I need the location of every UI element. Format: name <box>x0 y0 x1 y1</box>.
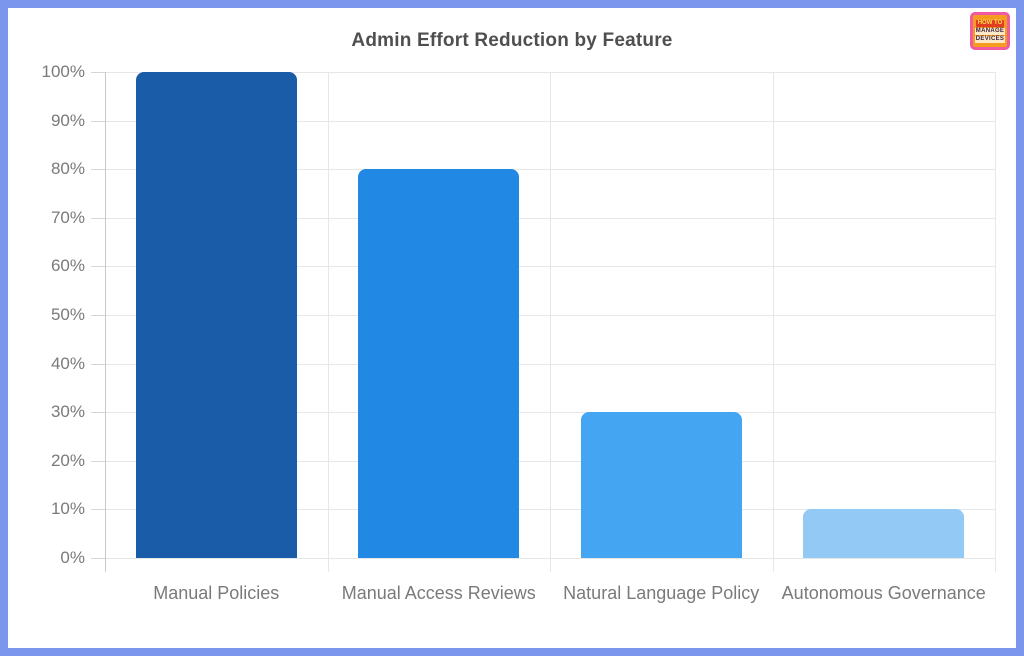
y-axis-line <box>105 72 106 572</box>
x-axis-label-manual-policies: Manual Policies <box>153 583 280 603</box>
y-tick-90% <box>91 120 105 122</box>
y-axis-label-100%: 100% <box>41 62 85 81</box>
x-axis-label-natural-language-policy: Natural Language Policy <box>563 583 760 603</box>
y-tick-30% <box>91 412 105 414</box>
y-tick-100% <box>91 72 105 73</box>
y-tick-10% <box>91 509 105 511</box>
y-axis-label-70%: 70% <box>50 207 85 227</box>
y-axis-label-0%: 0% <box>60 548 85 567</box>
y-axis-label-90%: 90% <box>50 110 85 130</box>
y-tick-40% <box>91 363 105 365</box>
plot-area <box>105 72 996 572</box>
gridline-v-1 <box>327 72 329 572</box>
x-axis-label-manual-access-reviews: Manual Access Reviews <box>341 583 536 603</box>
bar-manual-access-reviews <box>358 169 520 558</box>
y-tick-80% <box>91 169 105 171</box>
y-axis-label-30%: 30% <box>50 402 85 422</box>
bar-manual-policies <box>135 72 297 558</box>
y-axis-label-60%: 60% <box>50 256 85 276</box>
bar-natural-language-policy <box>580 412 742 558</box>
y-axis-label-40%: 40% <box>50 353 85 373</box>
how-to-manage-devices-logo: HOW TO MANAGE DEVICES <box>970 12 1010 50</box>
y-tick-50% <box>91 315 105 316</box>
y-tick-60% <box>91 266 105 268</box>
y-axis-label-80%: 80% <box>50 159 85 179</box>
y-axis-label-10%: 10% <box>50 499 85 519</box>
logo-manage-text: MANAGE <box>974 27 1006 35</box>
y-axis-label-20%: 20% <box>50 450 85 470</box>
chart-canvas: Admin Effort Reduction by Feature HOW TO… <box>8 8 1016 648</box>
y-axis-label-50%: 50% <box>50 305 85 324</box>
x-axis-label-autonomous-governance: Autonomous Governance <box>781 583 986 603</box>
gridline-v-4 <box>995 72 996 572</box>
y-tick-70% <box>91 217 105 219</box>
gridline-v-2 <box>550 72 551 572</box>
logo-how-to-text: HOW TO <box>975 19 1005 27</box>
gridline-v-3 <box>772 72 774 572</box>
bar-autonomous-governance <box>803 509 965 558</box>
logo-devices-text: DEVICES <box>974 35 1006 43</box>
chart-title: Admin Effort Reduction by Feature <box>351 30 673 51</box>
y-tick-20% <box>91 460 105 462</box>
y-tick-0% <box>91 558 105 559</box>
